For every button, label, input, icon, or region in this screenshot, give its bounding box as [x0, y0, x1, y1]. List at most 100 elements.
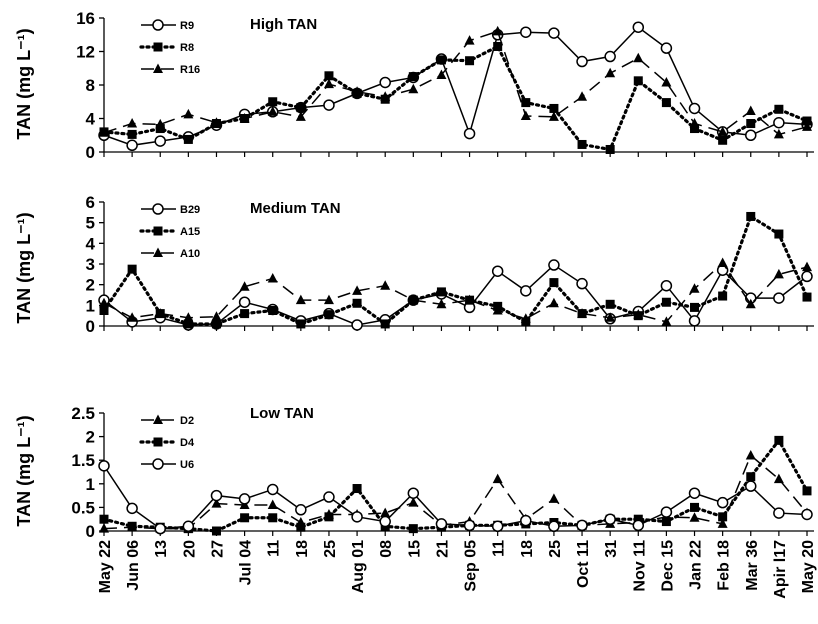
x-tick-label: 27	[209, 540, 226, 558]
data-point-B29	[576, 277, 588, 290]
y-tick-label: 2	[86, 276, 95, 295]
series-R16	[99, 25, 812, 139]
data-point-R8	[605, 144, 615, 154]
data-point-R16	[155, 118, 166, 129]
data-point-A15	[549, 278, 559, 288]
data-point-B29	[520, 285, 532, 297]
data-point-A15	[324, 310, 334, 320]
data-point-A15	[296, 319, 306, 329]
data-point-R8	[718, 135, 728, 145]
x-tick-label: Jul 04	[238, 540, 255, 585]
series-line-D4	[102, 437, 809, 533]
data-point-R16	[773, 128, 784, 139]
data-point-D4	[633, 514, 643, 524]
y-tick-label: 0	[86, 143, 95, 162]
data-point-R9	[632, 21, 645, 33]
data-point-A10	[183, 312, 194, 322]
data-point-D4	[661, 517, 671, 527]
data-point-D4	[718, 512, 728, 522]
legend-label-R9: R9	[180, 20, 194, 32]
data-point-D2	[717, 518, 728, 528]
data-point-A10	[239, 281, 250, 291]
high-tan-title: High TAN	[250, 16, 317, 33]
data-point-R16	[408, 83, 419, 94]
data-point-D4	[296, 522, 306, 532]
data-point-R9	[576, 55, 588, 68]
data-point-R16	[492, 25, 503, 36]
series-D2	[99, 449, 812, 533]
x-tick-label: May 22	[97, 540, 114, 593]
data-point-A10	[633, 309, 644, 319]
data-point-U6	[632, 519, 645, 532]
legend-marker-A15	[153, 226, 163, 236]
data-point-R16	[99, 127, 109, 137]
x-tick-label: 20	[181, 540, 198, 558]
data-point-A15	[380, 319, 390, 329]
data-point-R16	[605, 67, 616, 78]
data-point-D4	[774, 435, 784, 445]
data-point-A10	[352, 285, 363, 295]
data-point-A15	[746, 211, 756, 221]
x-tick-label: Jun 06	[125, 540, 142, 591]
x-tick-label: Nov 11	[631, 540, 648, 592]
y-tick-label: 1	[86, 296, 95, 315]
data-point-R8	[633, 76, 643, 86]
x-tick-label: 15	[406, 540, 423, 558]
data-point-R8	[661, 98, 671, 108]
data-point-R16	[520, 110, 531, 120]
data-point-A15	[268, 306, 278, 315]
legend-label-D4: D4	[180, 437, 195, 449]
series-line-R8	[102, 44, 809, 152]
y-tick-label: 4	[86, 234, 96, 253]
x-tick-label: 31	[603, 540, 620, 558]
data-point-A15	[718, 291, 728, 301]
data-point-R16	[380, 91, 391, 101]
x-tick-label: 11	[491, 540, 508, 557]
data-point-A10	[267, 272, 278, 283]
data-point-U6	[745, 480, 757, 492]
y-tick-label: 0	[86, 522, 95, 541]
data-point-R16	[717, 126, 728, 136]
data-point-A10	[689, 283, 700, 293]
data-point-U6	[576, 519, 588, 532]
data-point-D2	[689, 512, 700, 522]
data-point-B29	[491, 265, 504, 277]
data-point-A10	[717, 257, 728, 267]
x-tick-label: 11	[266, 540, 283, 557]
data-point-A10	[127, 312, 138, 322]
data-point-R16	[295, 111, 306, 121]
data-point-D4	[240, 513, 250, 523]
x-tick-label: Feb 18	[716, 540, 733, 591]
data-point-R16	[267, 106, 278, 116]
legend-marker-B29	[152, 203, 164, 215]
legend-marker-R9	[152, 19, 164, 31]
legend-marker-A10	[153, 247, 163, 257]
data-point-A10	[661, 316, 672, 326]
legend-label-R8: R8	[180, 42, 194, 54]
y-tick-label: 16	[76, 9, 95, 28]
data-point-U6	[154, 522, 166, 535]
y-tick-label: 12	[76, 43, 95, 62]
data-point-R9	[604, 50, 616, 63]
data-point-B29	[548, 259, 560, 271]
data-point-A10	[492, 305, 503, 315]
data-point-R16	[127, 118, 138, 128]
data-point-B29	[351, 319, 363, 331]
data-point-R8	[690, 124, 700, 134]
medium-tan-title: Medium TAN	[250, 200, 341, 217]
y-tick-label: 5	[86, 214, 95, 233]
series-U6	[98, 460, 813, 535]
x-tick-label: Oct 11	[575, 540, 592, 588]
data-point-R16	[183, 108, 194, 119]
low-tan-title: Low TAN	[250, 405, 314, 422]
data-point-R16	[464, 35, 475, 45]
y-tick-label: 0	[86, 317, 95, 336]
data-point-B29	[688, 315, 701, 327]
data-point-A10	[155, 308, 166, 318]
data-point-R16	[211, 117, 222, 127]
data-point-R16	[689, 118, 700, 128]
legend-label-D2: D2	[180, 415, 194, 427]
high-tan-y-axis-label: TAN (mg L⁻¹)	[14, 28, 34, 139]
data-point-R16	[239, 113, 250, 123]
